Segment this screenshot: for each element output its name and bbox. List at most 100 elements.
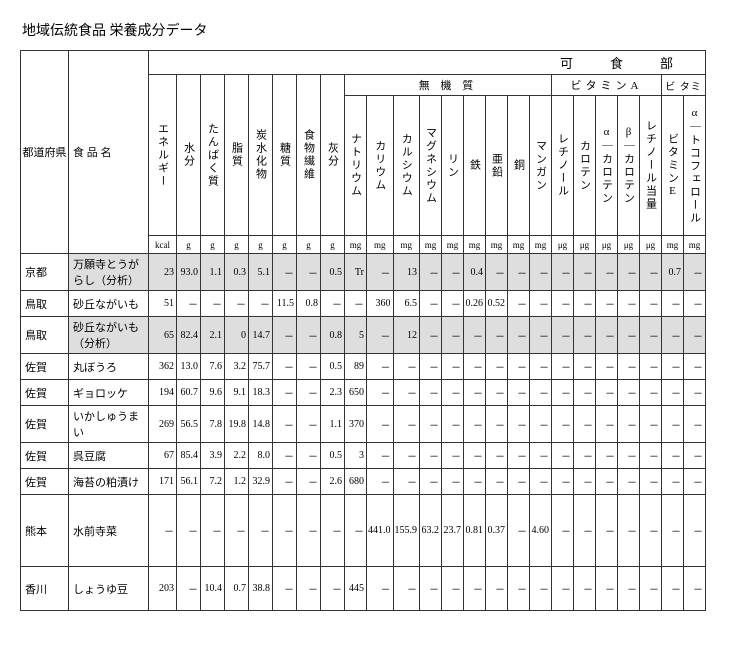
table-row: 佐賀ギョロッケ19460.79.69.118.3－－2.3650－－－－－－－－… bbox=[21, 380, 706, 406]
unit-cell: mg bbox=[464, 236, 486, 254]
cell-prefecture: 佐賀 bbox=[21, 380, 69, 406]
cell-food: 砂丘ながいも（分析） bbox=[69, 317, 149, 354]
cell-value: 9.6 bbox=[201, 380, 225, 406]
cell-value: － bbox=[486, 469, 508, 495]
cell-value: 11.5 bbox=[273, 291, 297, 317]
nutrition-table: 都道府県 食 品 名 可 食 部 エネルギー 水分 たんぱく質 脂質 炭水化物 … bbox=[20, 50, 706, 611]
cell-value: － bbox=[420, 567, 442, 611]
unit-cell: mg bbox=[486, 236, 508, 254]
table-row: 鳥取砂丘ながいも51－－－－11.50.8－－3606.5－－0.260.52－… bbox=[21, 291, 706, 317]
cell-value: 56.5 bbox=[177, 406, 201, 443]
table-row: 佐賀いかしゅうまい26956.57.819.814.8－－1.1370－－－－－… bbox=[21, 406, 706, 443]
header-mg: マグネシウム bbox=[420, 96, 442, 236]
unit-cell: mg bbox=[393, 236, 420, 254]
cell-value: 75.7 bbox=[249, 354, 273, 380]
cell-value: － bbox=[640, 443, 662, 469]
cell-value: － bbox=[574, 443, 596, 469]
cell-value: － bbox=[684, 254, 706, 291]
unit-cell: g bbox=[297, 236, 321, 254]
cell-value: － bbox=[420, 354, 442, 380]
unit-cell: mg bbox=[367, 236, 394, 254]
cell-value: － bbox=[596, 495, 618, 567]
cell-value: － bbox=[552, 469, 574, 495]
cell-value: 1.2 bbox=[225, 469, 249, 495]
cell-value: － bbox=[442, 354, 464, 380]
table-row: 香川しょうゆ豆203－10.40.738.8－－－445－－－－－－－－－－－－… bbox=[21, 567, 706, 611]
cell-value: － bbox=[552, 254, 574, 291]
unit-cell: mg bbox=[662, 236, 684, 254]
cell-value: 65 bbox=[149, 317, 177, 354]
page-title: 地域伝統食品 栄養成分データ bbox=[20, 20, 736, 40]
cell-value: 0.52 bbox=[486, 291, 508, 317]
cell-value: － bbox=[684, 469, 706, 495]
cell-value: 19.8 bbox=[225, 406, 249, 443]
header-p: リン bbox=[442, 96, 464, 236]
unit-cell: μg bbox=[618, 236, 640, 254]
cell-value: － bbox=[596, 406, 618, 443]
cell-value: － bbox=[393, 406, 420, 443]
cell-value: 0.26 bbox=[464, 291, 486, 317]
cell-value: 51 bbox=[149, 291, 177, 317]
cell-value: － bbox=[273, 354, 297, 380]
cell-value: 32.9 bbox=[249, 469, 273, 495]
unit-cell: kcal bbox=[149, 236, 177, 254]
header-retinol-eq: レチノール当量 bbox=[640, 96, 662, 236]
header-ca: カルシウム bbox=[393, 96, 420, 236]
header-sugar: 糖質 bbox=[273, 75, 297, 236]
cell-value: － bbox=[640, 406, 662, 443]
cell-value: － bbox=[618, 254, 640, 291]
unit-cell: mg bbox=[530, 236, 552, 254]
cell-value: － bbox=[508, 406, 530, 443]
cell-value: － bbox=[420, 317, 442, 354]
unit-cell: μg bbox=[552, 236, 574, 254]
cell-value: － bbox=[574, 317, 596, 354]
cell-value: － bbox=[367, 406, 394, 443]
cell-value: 360 bbox=[367, 291, 394, 317]
cell-value: － bbox=[442, 567, 464, 611]
cell-value: － bbox=[297, 469, 321, 495]
unit-cell: μg bbox=[640, 236, 662, 254]
cell-value: － bbox=[618, 380, 640, 406]
cell-value: － bbox=[662, 380, 684, 406]
cell-value: 13 bbox=[393, 254, 420, 291]
cell-food: 水前寺菜 bbox=[69, 495, 149, 567]
cell-prefecture: 佐賀 bbox=[21, 443, 69, 469]
cell-value: － bbox=[486, 443, 508, 469]
cell-value: 0.7 bbox=[225, 567, 249, 611]
cell-prefecture: 鳥取 bbox=[21, 291, 69, 317]
cell-value: － bbox=[420, 291, 442, 317]
cell-food: 呉豆腐 bbox=[69, 443, 149, 469]
cell-value: 680 bbox=[345, 469, 367, 495]
cell-value: － bbox=[297, 495, 321, 567]
cell-value: － bbox=[596, 291, 618, 317]
cell-value: － bbox=[225, 291, 249, 317]
cell-value: － bbox=[393, 567, 420, 611]
cell-value: 650 bbox=[345, 380, 367, 406]
cell-value: 370 bbox=[345, 406, 367, 443]
unit-cell: g bbox=[273, 236, 297, 254]
cell-value: － bbox=[508, 254, 530, 291]
header-k: カリウム bbox=[367, 96, 394, 236]
cell-value: － bbox=[530, 406, 552, 443]
cell-value: － bbox=[574, 254, 596, 291]
header-carb: 炭水化物 bbox=[249, 75, 273, 236]
cell-value: － bbox=[367, 469, 394, 495]
cell-value: 12 bbox=[393, 317, 420, 354]
cell-value: － bbox=[640, 354, 662, 380]
cell-value: － bbox=[684, 443, 706, 469]
cell-value: 67 bbox=[149, 443, 177, 469]
cell-value: 155.9 bbox=[393, 495, 420, 567]
cell-value: － bbox=[530, 254, 552, 291]
cell-value: － bbox=[508, 317, 530, 354]
cell-food: しょうゆ豆 bbox=[69, 567, 149, 611]
header-ash: 灰分 bbox=[321, 75, 345, 236]
cell-value: － bbox=[273, 380, 297, 406]
cell-value: 3 bbox=[345, 443, 367, 469]
cell-value: 7.6 bbox=[201, 354, 225, 380]
unit-cell: g bbox=[321, 236, 345, 254]
cell-value: － bbox=[530, 380, 552, 406]
header-alpha-toco: α｜トコフェロール bbox=[684, 96, 706, 236]
cell-value: － bbox=[486, 354, 508, 380]
cell-value: 441.0 bbox=[367, 495, 394, 567]
cell-value: － bbox=[618, 443, 640, 469]
